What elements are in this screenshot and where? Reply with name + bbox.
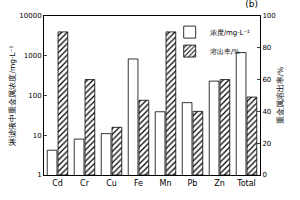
- svg-text:Fe: Fe: [134, 179, 143, 188]
- svg-text:溶出率/%: 溶出率/%: [210, 48, 240, 56]
- svg-text:(b): (b): [245, 0, 258, 9]
- svg-text:0: 0: [262, 171, 266, 179]
- svg-text:1: 1: [37, 171, 41, 179]
- svg-text:100: 100: [28, 92, 41, 100]
- svg-text:Cu: Cu: [106, 179, 117, 188]
- svg-text:60: 60: [262, 76, 271, 84]
- svg-text:Zn: Zn: [214, 179, 225, 188]
- svg-text:1000: 1000: [24, 52, 42, 60]
- svg-text:Mn: Mn: [160, 179, 172, 188]
- svg-text:Pb: Pb: [188, 179, 198, 188]
- svg-text:Cr: Cr: [80, 179, 90, 188]
- svg-text:40: 40: [262, 108, 271, 116]
- svg-text:浓度/mg·L⁻¹: 浓度/mg·L⁻¹: [210, 29, 250, 37]
- svg-text:80: 80: [262, 44, 271, 52]
- svg-text:20: 20: [262, 140, 271, 148]
- svg-text:10: 10: [33, 132, 42, 140]
- svg-text:重金属溶出率/%: 重金属溶出率/%: [276, 67, 285, 125]
- svg-text:Cd: Cd: [52, 179, 63, 188]
- svg-text:10000: 10000: [19, 12, 41, 20]
- svg-text:淋滤液中重金属浓度/mg·L⁻¹: 淋滤液中重金属浓度/mg·L⁻¹: [8, 45, 17, 145]
- svg-text:Total: Total: [236, 179, 256, 188]
- svg-text:100: 100: [262, 12, 275, 20]
